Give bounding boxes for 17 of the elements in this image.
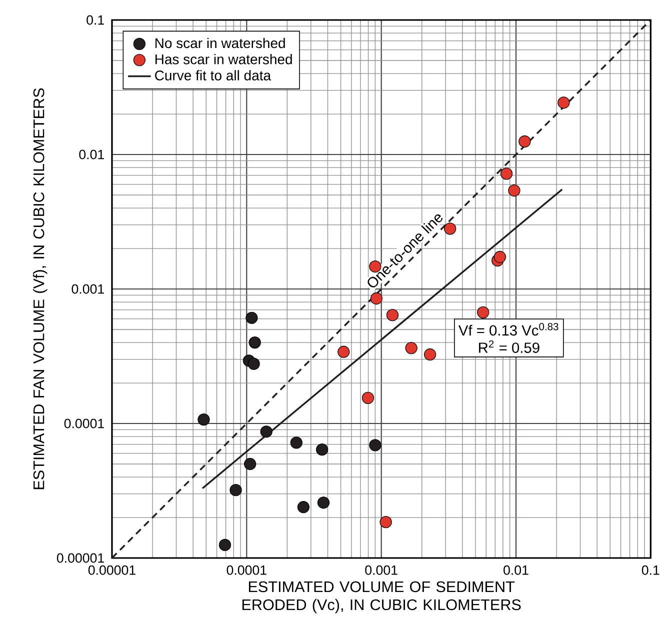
annotation: R$^{2}$ = 0.59 (479, 340, 540, 353)
legend-label: Has scar in watershed (155, 54, 292, 64)
x-tick-label: 0.001 (365, 565, 398, 575)
y-tick-label: 0.01 (79, 150, 104, 160)
x-tick-label: 0.01 (504, 565, 528, 575)
legend-label: No scar in watershed (155, 38, 285, 48)
x-tick-label: 0.1 (642, 565, 660, 575)
x-axis-title: ESTIMATED VOLUME OF SEDIMENT ERODED (Vc), IN CUBIC KILOMETERS (242, 581, 521, 614)
legend-label: Curve fit to all data (155, 70, 272, 80)
y-tick-label: 0.1 (86, 15, 104, 25)
x-tick-label: 0.0001 (226, 565, 266, 575)
y-tick-label: 0.0001 (64, 418, 104, 428)
y-tick-label: 0.00001 (56, 553, 104, 563)
y-tick-label: 0.001 (72, 284, 104, 294)
y-axis-title: ESTIMATED FAN VOLUME (Vf), IN CUBIC KILOMETERS (32, 88, 48, 490)
annotation: Vf = 0.13 Vc$^{0.83}$ (458, 322, 558, 336)
x-tick-label: 0.00001 (88, 565, 136, 575)
